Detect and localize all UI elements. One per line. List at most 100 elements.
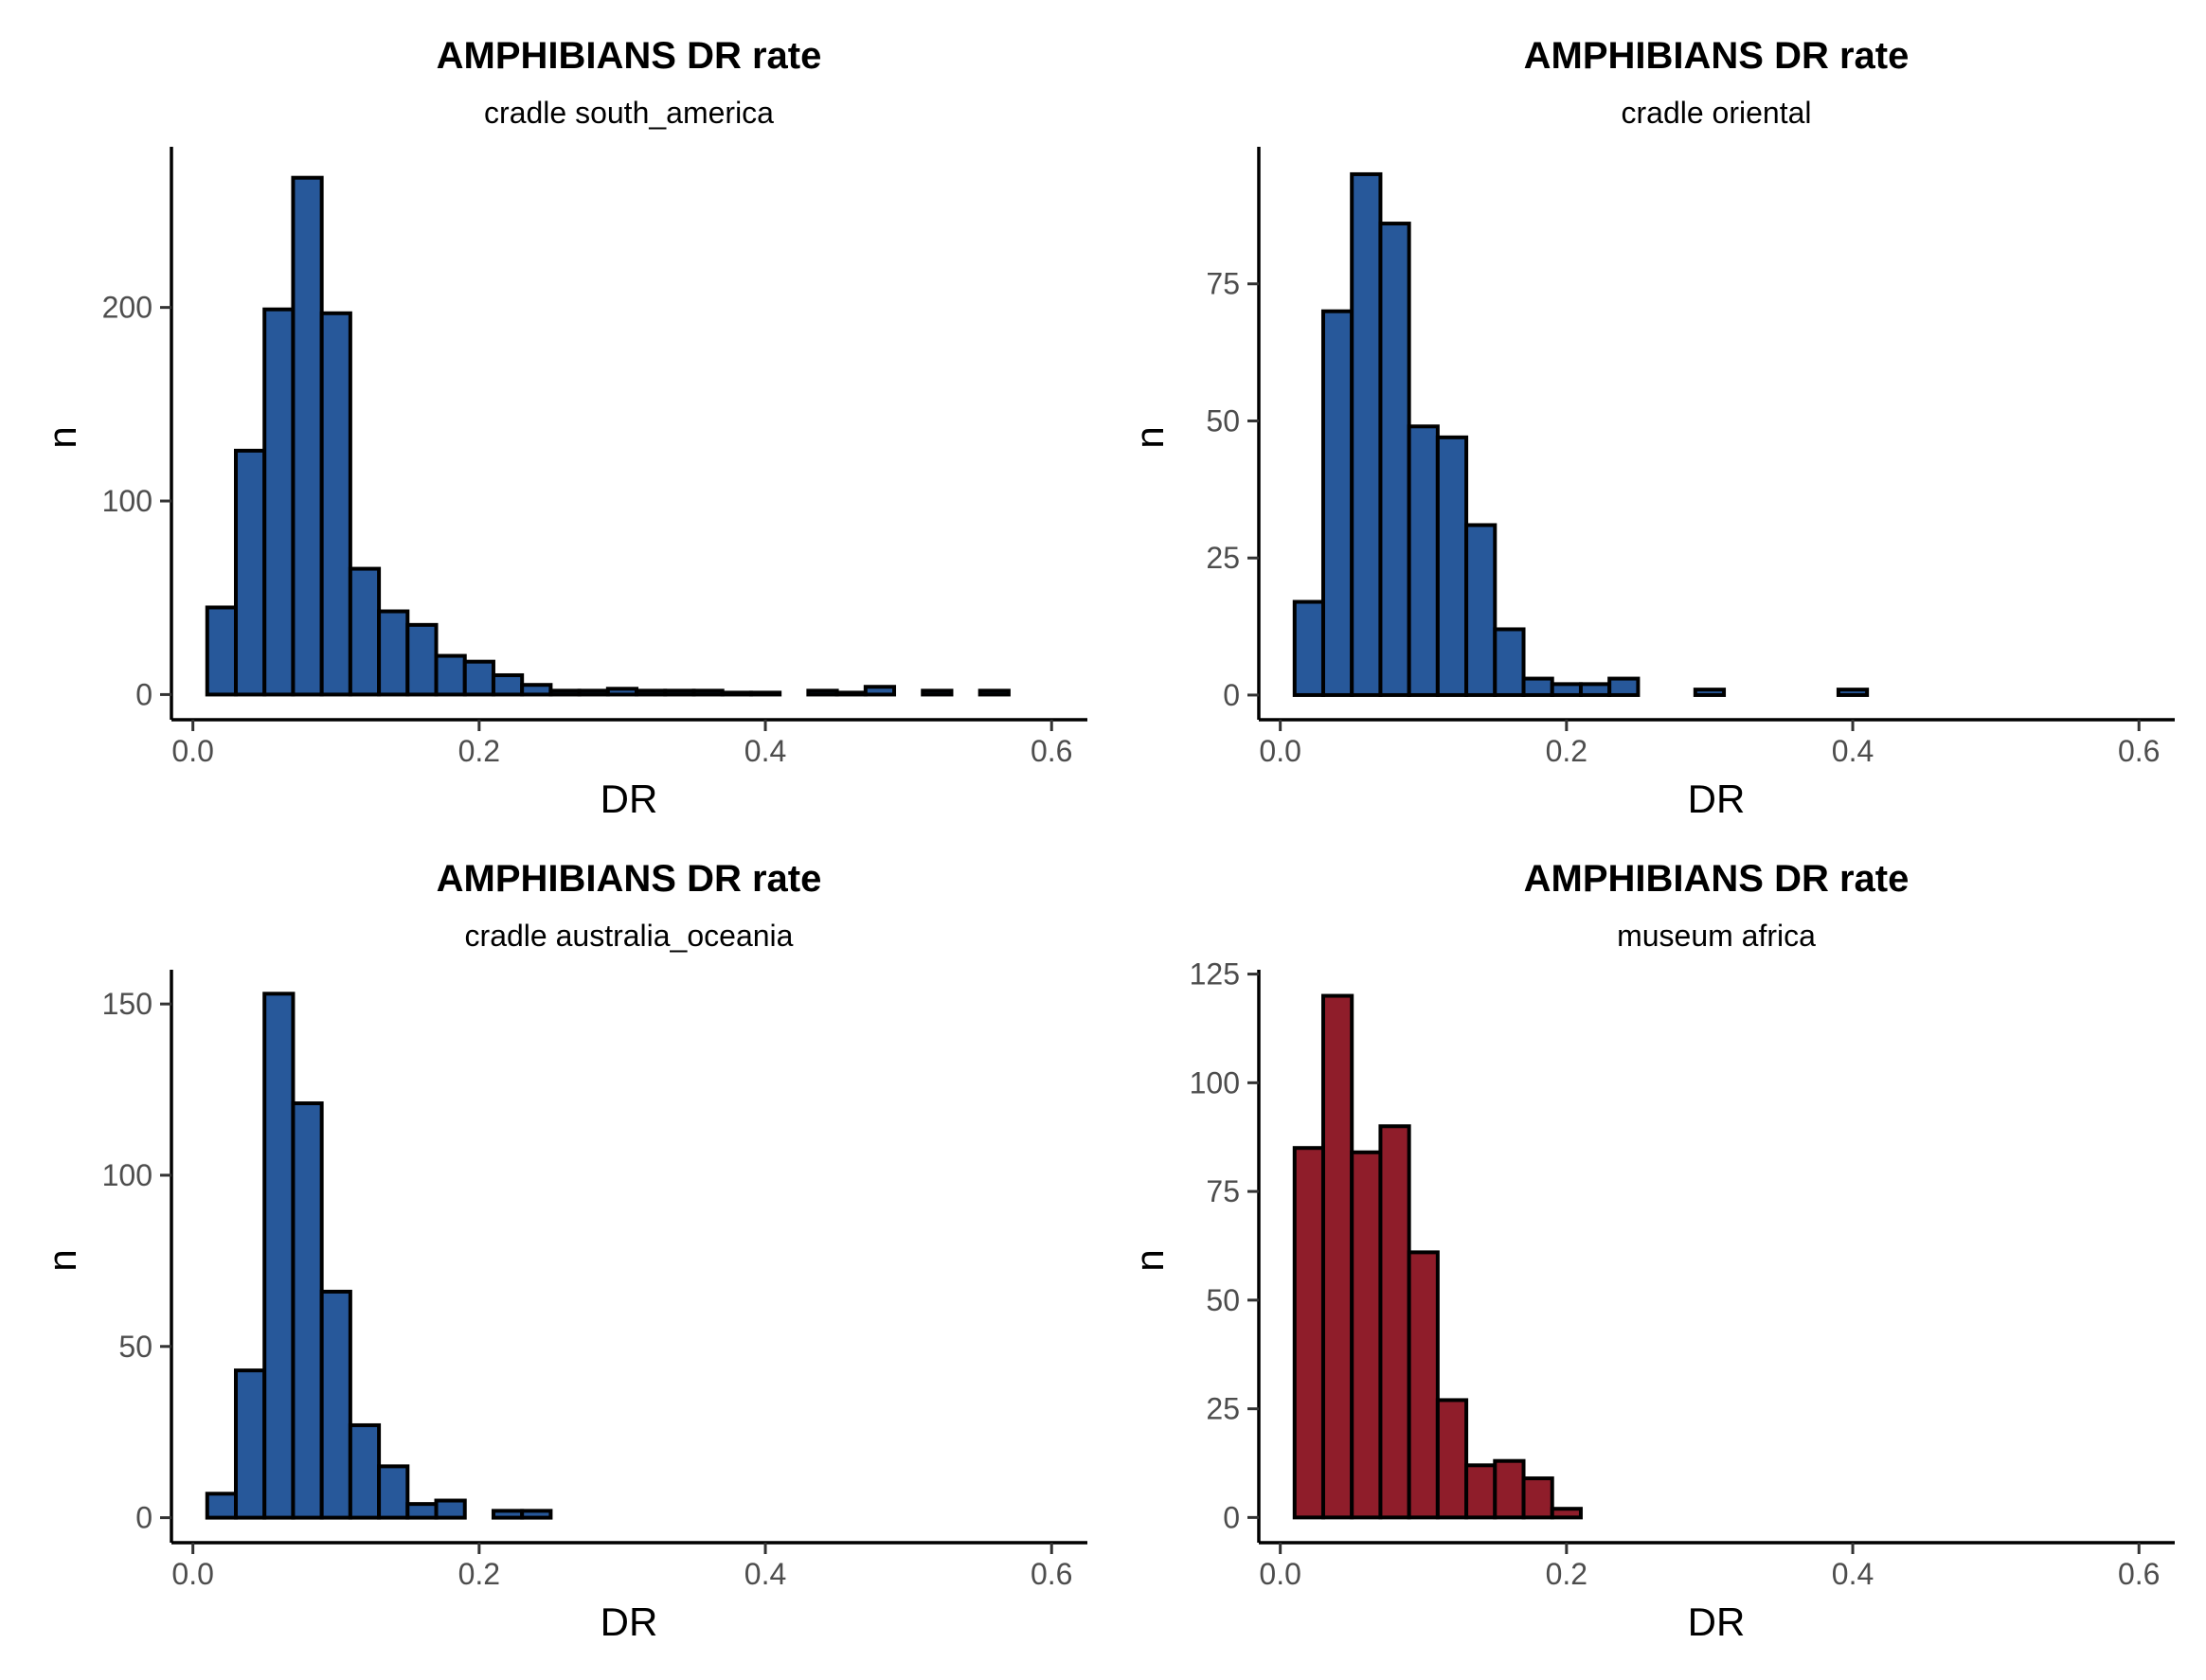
- histogram-bar: [491, 672, 525, 697]
- histogram-bar: [262, 307, 296, 697]
- chart-title: AMPHIBIANS DR rate: [437, 35, 822, 77]
- histogram-bar: [663, 688, 696, 697]
- y-tick-label: 25: [1206, 1392, 1240, 1426]
- histogram-bar: [1493, 1458, 1526, 1520]
- histogram-bar: [834, 690, 868, 697]
- y-tick-label: 100: [102, 1158, 152, 1192]
- x-tick-label: 0.0: [1259, 734, 1300, 768]
- chart-subtitle: museum africa: [1617, 919, 1816, 953]
- x-tick-label: 0.6: [1031, 1557, 1072, 1591]
- x-axis-title: DR: [1688, 1600, 1746, 1644]
- x-axis-title: DR: [601, 777, 658, 821]
- histogram-bar: [1464, 523, 1498, 697]
- x-tick-label: 0.6: [1031, 734, 1072, 768]
- histogram-bar: [748, 690, 782, 697]
- histogram-bar: [205, 1492, 238, 1520]
- histogram-bar: [1521, 1476, 1554, 1520]
- histogram-bar: [977, 688, 1011, 697]
- panel-cradle-australia-oceania: AMPHIBIANS DR rate cradle australia_ocea…: [0, 823, 1103, 1663]
- y-tick-label: 0: [135, 677, 152, 711]
- histogram-bar: [605, 687, 639, 697]
- y-tick-label: 25: [1206, 541, 1240, 575]
- plot-area: 0.0 0.2 0.4 0.6 0 25 50 75 100 125: [1190, 957, 2175, 1591]
- histogram-bar: [863, 685, 897, 697]
- x-tick-label: 0.4: [744, 734, 786, 768]
- histogram-bar: [520, 1509, 553, 1520]
- histogram-bar: [434, 653, 467, 697]
- histogram-bar: [1607, 676, 1641, 697]
- histogram-chart: AMPHIBIANS DR rate cradle south_america …: [40, 35, 1087, 821]
- panel-museum-africa: AMPHIBIANS DR rate museum africa 0.0 0.2 0…: [1087, 823, 2190, 1663]
- x-tick-label: 0.2: [1546, 734, 1587, 768]
- histogram-bar: [405, 1502, 439, 1520]
- x-tick-label: 0.6: [2118, 734, 2160, 768]
- panel-cradle-oriental: AMPHIBIANS DR rate cradle oriental 0.0 0.…: [1087, 0, 2190, 840]
- x-tick-label: 0.4: [1832, 734, 1874, 768]
- histogram-chart: AMPHIBIANS DR rate museum africa 0.0 0.2 0…: [1127, 858, 2175, 1644]
- x-tick-label: 0.2: [458, 1557, 500, 1591]
- chart-title: AMPHIBIANS DR rate: [1524, 858, 1910, 900]
- y-tick-label: 125: [1190, 957, 1240, 992]
- plot-area: 0.0 0.2 0.4 0.6 0 25 50 75: [1206, 147, 2175, 768]
- x-tick-label: 0.4: [744, 1557, 786, 1591]
- histogram-bar: [1320, 309, 1354, 697]
- y-tick-label: 50: [1206, 1283, 1240, 1317]
- histogram-bar: [1292, 599, 1325, 697]
- histogram-bar: [291, 175, 324, 697]
- chart-subtitle: cradle oriental: [1622, 96, 1812, 130]
- histogram-bar: [1407, 1250, 1440, 1520]
- x-tick-label: 0.4: [1832, 1557, 1874, 1591]
- histogram-bar: [233, 448, 267, 697]
- x-tick-label: 0.0: [1259, 1557, 1300, 1591]
- y-tick-label: 0: [1223, 678, 1240, 712]
- histogram-bar: [233, 1368, 267, 1520]
- histogram-bar: [377, 1464, 410, 1520]
- y-tick-label: 100: [102, 484, 152, 518]
- x-axis-title: DR: [1688, 777, 1746, 821]
- histogram-bar: [405, 622, 439, 697]
- histogram-bar: [520, 683, 553, 697]
- histogram-bar: [1693, 688, 1727, 697]
- chart-subtitle: cradle australia_oceania: [465, 919, 794, 953]
- histogram-bar: [1292, 1146, 1325, 1520]
- histogram-bar: [1320, 993, 1354, 1520]
- chart-subtitle: cradle south_america: [484, 96, 774, 130]
- histogram-bar: [806, 688, 839, 697]
- y-axis-title: n: [1127, 1249, 1172, 1271]
- histogram-bar: [577, 688, 610, 697]
- y-axis-title: n: [1127, 426, 1172, 448]
- histogram-chart: AMPHIBIANS DR rate cradle oriental 0.0 0.…: [1127, 35, 2175, 821]
- histogram-bar: [635, 688, 668, 697]
- histogram-bar: [1378, 222, 1411, 697]
- histogram-bar: [1836, 688, 1870, 697]
- histogram-bar: [434, 1498, 467, 1520]
- histogram-bar: [921, 688, 954, 697]
- x-tick-label: 0.0: [171, 1557, 213, 1591]
- histogram-bar: [319, 311, 352, 697]
- histogram-bar: [1493, 627, 1526, 697]
- histogram-bar: [377, 609, 410, 697]
- histogram-bar: [1350, 1150, 1383, 1520]
- histogram-bar: [1578, 682, 1612, 697]
- y-tick-label: 75: [1206, 267, 1240, 301]
- histogram-bar: [348, 1422, 382, 1520]
- plot-area: 0.0 0.2 0.4 0.6 0 100 200: [102, 147, 1087, 768]
- y-tick-label: 100: [1190, 1065, 1240, 1099]
- histogram-bar: [1407, 424, 1440, 697]
- x-tick-label: 0.2: [458, 734, 500, 768]
- histogram-bar: [691, 688, 725, 697]
- histogram-bar: [319, 1289, 352, 1520]
- plot-area: 0.0 0.2 0.4 0.6 0 50 100 150: [102, 970, 1087, 1591]
- histogram-bar: [262, 992, 296, 1520]
- histogram-bar: [720, 690, 753, 697]
- histogram-bar: [1550, 1507, 1583, 1520]
- panel-cradle-south-america: AMPHIBIANS DR rate cradle south_america …: [0, 0, 1103, 840]
- histogram-bar: [1350, 171, 1383, 697]
- y-tick-label: 0: [1223, 1500, 1240, 1534]
- histogram-bar: [291, 1101, 324, 1520]
- y-tick-label: 50: [118, 1330, 152, 1364]
- histogram-bar: [548, 688, 582, 697]
- x-axis-title: DR: [601, 1600, 658, 1644]
- x-tick-label: 0.6: [2118, 1557, 2160, 1591]
